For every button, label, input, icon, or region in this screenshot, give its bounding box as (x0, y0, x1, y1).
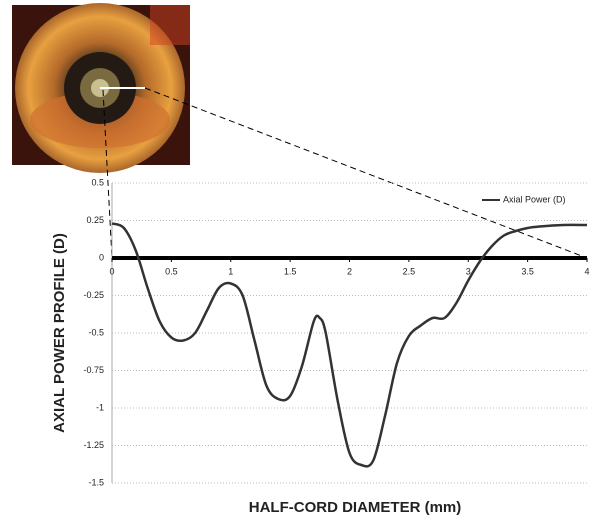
y-tick-label: 0.5 (91, 177, 104, 187)
y-axis-label: AXIAL POWER PROFILE (D) (51, 233, 68, 433)
y-tick-label: -0.5 (88, 327, 104, 337)
y-tick-label: -1 (96, 402, 104, 412)
x-tick-label: 4 (584, 266, 589, 276)
y-tick-label: -0.25 (83, 290, 104, 300)
y-tick-label: -0.75 (83, 365, 104, 375)
x-tick-label: 1 (228, 266, 233, 276)
x-tick-label: 3 (466, 266, 471, 276)
x-tick-label: 2.5 (403, 266, 416, 276)
x-tick-label: 3.5 (521, 266, 534, 276)
inset-photo (12, 3, 190, 173)
y-tick-label: 0 (99, 252, 104, 262)
y-tick-label: -1.25 (83, 440, 104, 450)
x-tick-label: 0 (109, 266, 114, 276)
x-tick-label: 2 (347, 266, 352, 276)
x-axis-label: HALF-CORD DIAMETER (mm) (249, 499, 461, 516)
y-tick-label: -1.5 (88, 477, 104, 487)
chart: HALF-CORD DIAMETER (mm) AXIAL POWER PROF… (0, 0, 598, 521)
x-tick-label: 0.5 (165, 266, 178, 276)
x-tick-label: 1.5 (284, 266, 297, 276)
y-tick-label: 0.25 (86, 215, 104, 225)
legend-label: Axial Power (D) (503, 194, 566, 204)
